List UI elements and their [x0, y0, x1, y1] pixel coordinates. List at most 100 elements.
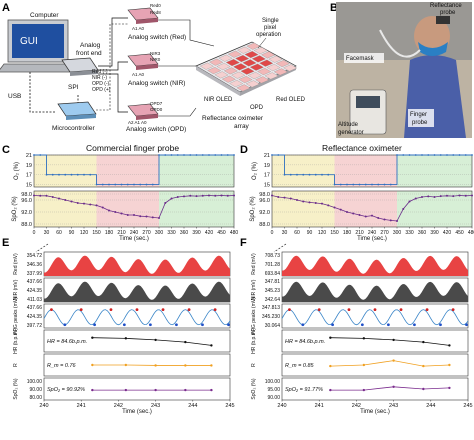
o2-point [289, 173, 292, 176]
ppg-valley [63, 323, 67, 327]
subplot-ylabel: SpO₂ (%) [13, 378, 19, 399]
o2-point [208, 154, 210, 156]
ppg-valley [413, 323, 416, 327]
subplot-axes [43, 377, 231, 401]
altitude-label-1: Altitude [338, 122, 359, 128]
o2-point [458, 154, 461, 156]
spo2-point [151, 216, 154, 219]
spo2-point [33, 194, 35, 197]
spo2-point [283, 196, 286, 199]
subplot-tick-label: 100.00 [265, 379, 281, 385]
array-pixel [214, 71, 229, 79]
spo2-point [158, 217, 160, 219]
o2-point [89, 173, 92, 176]
spo2-point [364, 215, 367, 218]
spo2-point [452, 195, 455, 198]
x-tick-label: 420 [443, 230, 452, 236]
o2-point [402, 154, 405, 156]
spo2-point [427, 195, 430, 198]
metric-point [154, 338, 157, 342]
array-label-1: Reflectance oximeter [202, 115, 264, 122]
x-tick-label: 242 [352, 403, 361, 409]
metric-point [184, 388, 187, 392]
metric-point [124, 337, 128, 340]
ppg-peak [50, 308, 53, 312]
metric-point [91, 363, 94, 367]
panel-f-plots: Red (mV) 708.73 701.28 693.84 NIR (mV) 347.81… [251, 243, 473, 415]
nir-pin-top-1: NIR3 [150, 51, 161, 56]
spo2-tick-label: 88.0 [21, 222, 32, 228]
afe-label-2: front end [76, 50, 102, 57]
o2-point [183, 154, 185, 156]
metric-point [362, 337, 366, 340]
bus-opd [98, 73, 128, 113]
spo2-tick-label: 92.0 [259, 210, 270, 216]
ppg-peak [347, 308, 351, 312]
subplot-tick-label: 342.64 [265, 297, 281, 303]
spo2-tick-label: 96.0 [259, 198, 270, 204]
x-tick-label: 0 [33, 230, 36, 236]
red-oled-label: Red OLED [276, 97, 306, 103]
switch-chip-opd [127, 103, 159, 120]
afe-signal-opd-plus: OPD (+) [92, 87, 111, 93]
spo2-point [446, 194, 448, 197]
o2-tick-label: 19 [264, 163, 270, 169]
array-pixel [273, 68, 288, 76]
x-tick-label: 240 [130, 230, 139, 236]
x-tick-label: 240 [368, 230, 377, 236]
array-pixel [257, 68, 272, 76]
ppg-line [43, 309, 231, 326]
phase-band [96, 155, 159, 187]
subplot-tick-label: 346.36 [27, 262, 43, 268]
array-pixel [225, 59, 240, 67]
phase-band [34, 191, 97, 227]
spo2-tick-label: 88.0 [259, 222, 270, 228]
panel-c-title: Commercial finger probe [86, 143, 179, 153]
o2-point [414, 154, 417, 156]
afe-signal-red: Red (-) [92, 69, 108, 75]
x-tick-label: 120 [80, 230, 89, 236]
metric-point [422, 364, 425, 368]
phase-band [334, 155, 397, 187]
o2-point [314, 173, 317, 176]
opd-pin-top-2: OPD0 [150, 107, 163, 112]
spo2-point [39, 194, 42, 197]
o2-point [358, 183, 361, 186]
panel-label-f: F [240, 237, 247, 249]
spo2-point [164, 202, 167, 204]
array-pixel [240, 67, 255, 75]
metric-point [392, 385, 395, 388]
opd-pin-top-1: OPD7 [150, 101, 163, 106]
x-tick-label: 241 [315, 403, 324, 409]
experiment-photo [336, 2, 472, 138]
microcontroller-label: Microcontroller [52, 125, 95, 132]
metric-point [91, 336, 94, 339]
ppg-valley [301, 323, 305, 327]
afe-signal-opd-minus: OPD (-) [92, 81, 110, 87]
finger-probe-label-1: Finger [410, 112, 427, 118]
o2-point [408, 154, 411, 156]
x-tick-label: 0 [271, 230, 274, 236]
computer-label: Computer [30, 12, 59, 19]
switch-red-label: Analog switch (Red) [128, 34, 186, 41]
ppg-valley [148, 323, 152, 327]
red-pin-bottom: A1 A0 [132, 26, 145, 31]
spo2-point [95, 204, 98, 207]
subplot-ylabel: Red (mV) [13, 253, 19, 275]
spi-label: SPI [68, 84, 79, 91]
x-tick-label: 330 [405, 230, 414, 236]
o2-point [70, 173, 73, 176]
microcontroller-chip [57, 101, 97, 120]
o2-point [296, 173, 298, 176]
x-tick-label: 420 [205, 230, 214, 236]
ppg-peak [79, 308, 83, 312]
o2-tick-label: 15 [26, 183, 32, 189]
subplot-tick-label: 437.66 [27, 279, 43, 285]
ppg-peak [187, 308, 191, 312]
x-tick-label: 244 [426, 403, 435, 409]
subplot-tick-label: 693.84 [265, 271, 281, 277]
o2-tick-label: 19 [26, 163, 32, 169]
o2-tick-label: 21 [26, 153, 32, 159]
x-axis-label: Time (sec.) [357, 236, 387, 242]
ppg-peak [451, 308, 455, 312]
